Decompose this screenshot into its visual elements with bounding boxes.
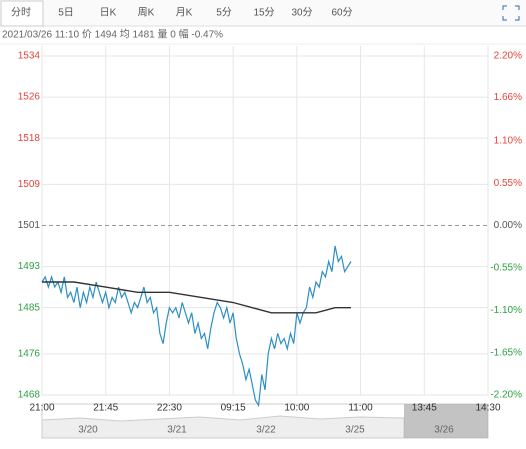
y-tick-label: 1468 (18, 390, 41, 401)
y-tick-label: 1476 (18, 349, 41, 360)
info-line: 2021/03/26 11:10 价 1494 均 1481 量 0 幅 -0.… (2, 28, 223, 41)
y-tick-label: 1518 (18, 133, 41, 144)
tab-bar (0, 0, 526, 26)
navigator-selection[interactable] (404, 404, 488, 438)
x-tick-label: 14:30 (475, 403, 500, 414)
x-tick-label: 21:00 (29, 403, 54, 414)
y-tick-label: 1534 (18, 51, 41, 62)
y2-tick-label: -1.65% (490, 347, 522, 358)
tab[interactable]: 5分 (216, 7, 232, 19)
y-tick-label: 1493 (18, 261, 41, 272)
navigator-label: 3/25 (345, 425, 365, 436)
x-tick-label: 10:00 (284, 403, 309, 414)
x-tick-label: 22:30 (157, 403, 182, 414)
price-line (42, 281, 351, 314)
y-tick-label: 1485 (18, 302, 41, 313)
x-tick-label: 21:45 (93, 403, 118, 414)
tab[interactable]: 30分 (291, 7, 312, 19)
active-tab (0, 0, 44, 27)
y2-tick-label: 0.55% (494, 178, 522, 189)
navigator-label: 3/26 (434, 425, 454, 436)
y-tick-label: 1526 (18, 92, 41, 103)
y2-tick-label: 2.20% (494, 51, 522, 62)
y-tick-label: 1501 (18, 220, 41, 231)
navigator-label: 3/20 (78, 425, 98, 436)
y2-tick-label: 1.66% (494, 92, 522, 103)
navigator-label: 3/21 (167, 425, 187, 436)
y2-tick-label: -0.55% (490, 263, 522, 274)
y2-tick-label: 0.00% (494, 220, 522, 231)
tab[interactable]: 分时 (11, 7, 31, 19)
tab[interactable]: 月K (176, 7, 193, 19)
y2-tick-label: -1.10% (490, 305, 522, 316)
navigator-label: 3/22 (256, 425, 276, 436)
expand-icon[interactable] (502, 5, 520, 21)
x-tick-label: 13:45 (412, 403, 437, 414)
tab[interactable]: 5日 (58, 8, 74, 19)
tab[interactable]: 60分 (331, 7, 352, 19)
y2-tick-label: 1.10% (494, 135, 522, 146)
price-line (41, 245, 352, 408)
tab[interactable]: 15分 (253, 7, 274, 19)
tab[interactable]: 周K (138, 7, 155, 19)
x-tick-label: 11:00 (348, 403, 373, 414)
tab[interactable]: 日K (100, 8, 117, 19)
y-tick-label: 1509 (18, 179, 41, 190)
x-tick-label: 09:15 (221, 403, 246, 414)
y2-tick-label: -2.20% (490, 390, 522, 401)
